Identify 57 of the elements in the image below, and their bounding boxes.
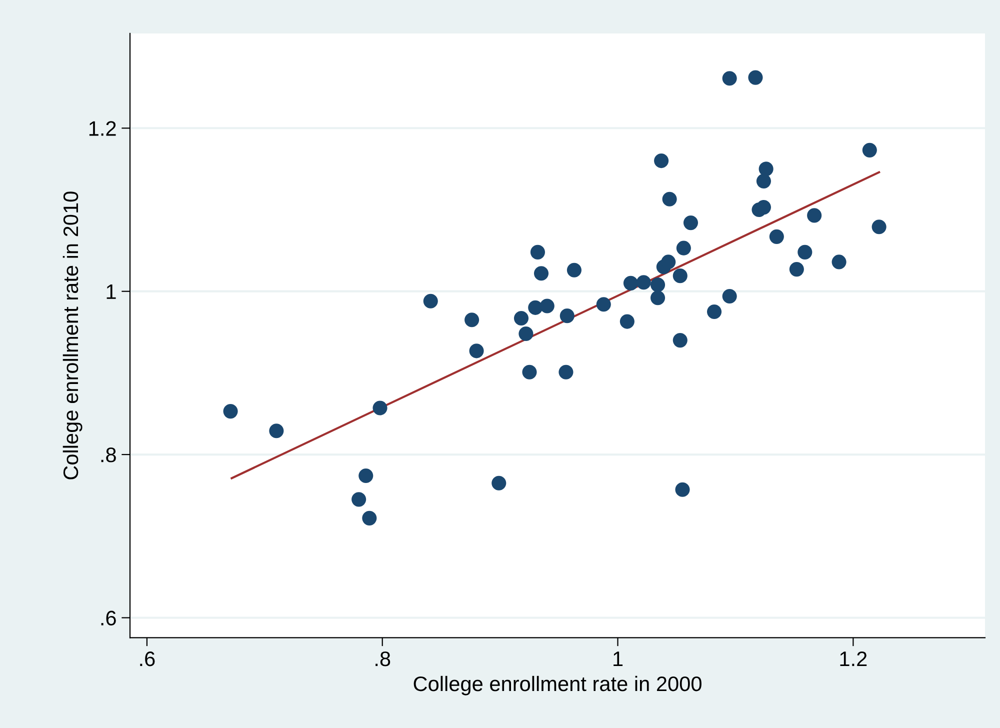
x-tick-label: 1 [614, 652, 623, 666]
point [518, 326, 534, 342]
point [862, 142, 877, 158]
point [534, 266, 549, 281]
point [872, 220, 886, 234]
point [758, 162, 774, 176]
y-axis-title: College enrollment rate in 2010 [62, 192, 82, 480]
point [756, 174, 771, 188]
y-tick-label: .8 [101, 448, 116, 462]
point [672, 268, 688, 284]
point [807, 208, 822, 223]
point [676, 240, 691, 256]
point [362, 510, 377, 526]
point [269, 424, 284, 438]
point [789, 262, 804, 277]
x-tick-label: 1.2 [840, 651, 867, 666]
point [650, 290, 666, 306]
point [756, 200, 771, 215]
point [620, 314, 634, 329]
point [492, 476, 506, 490]
point [596, 297, 611, 312]
point [522, 364, 537, 380]
point [530, 244, 546, 260]
point [675, 482, 690, 497]
point [798, 244, 812, 260]
point [769, 229, 784, 244]
point [469, 344, 484, 358]
y-tick-label: 1.2 [89, 121, 116, 136]
y-tick-label: .6 [101, 610, 116, 626]
point [560, 308, 574, 324]
point [540, 298, 554, 314]
point [661, 254, 676, 270]
point [722, 71, 737, 86]
point [566, 262, 582, 278]
point [672, 333, 688, 348]
point [650, 278, 666, 292]
point [372, 400, 388, 416]
point [464, 312, 480, 328]
x-tick-label: .8 [376, 651, 390, 666]
point [748, 70, 763, 85]
point [223, 404, 238, 419]
y-tick-label: 1 [106, 284, 116, 299]
point [683, 216, 698, 230]
point [722, 288, 737, 304]
point [358, 468, 374, 484]
x-tick-label: .6 [140, 651, 155, 666]
point [636, 275, 651, 290]
point [832, 254, 846, 270]
point [707, 304, 722, 320]
point [654, 154, 669, 168]
point [352, 492, 366, 507]
point [623, 276, 638, 290]
point [558, 364, 574, 380]
point [423, 294, 438, 308]
point [514, 310, 529, 326]
x-axis-title: College enrollment rate in 2000 [414, 676, 702, 696]
point [662, 192, 677, 206]
